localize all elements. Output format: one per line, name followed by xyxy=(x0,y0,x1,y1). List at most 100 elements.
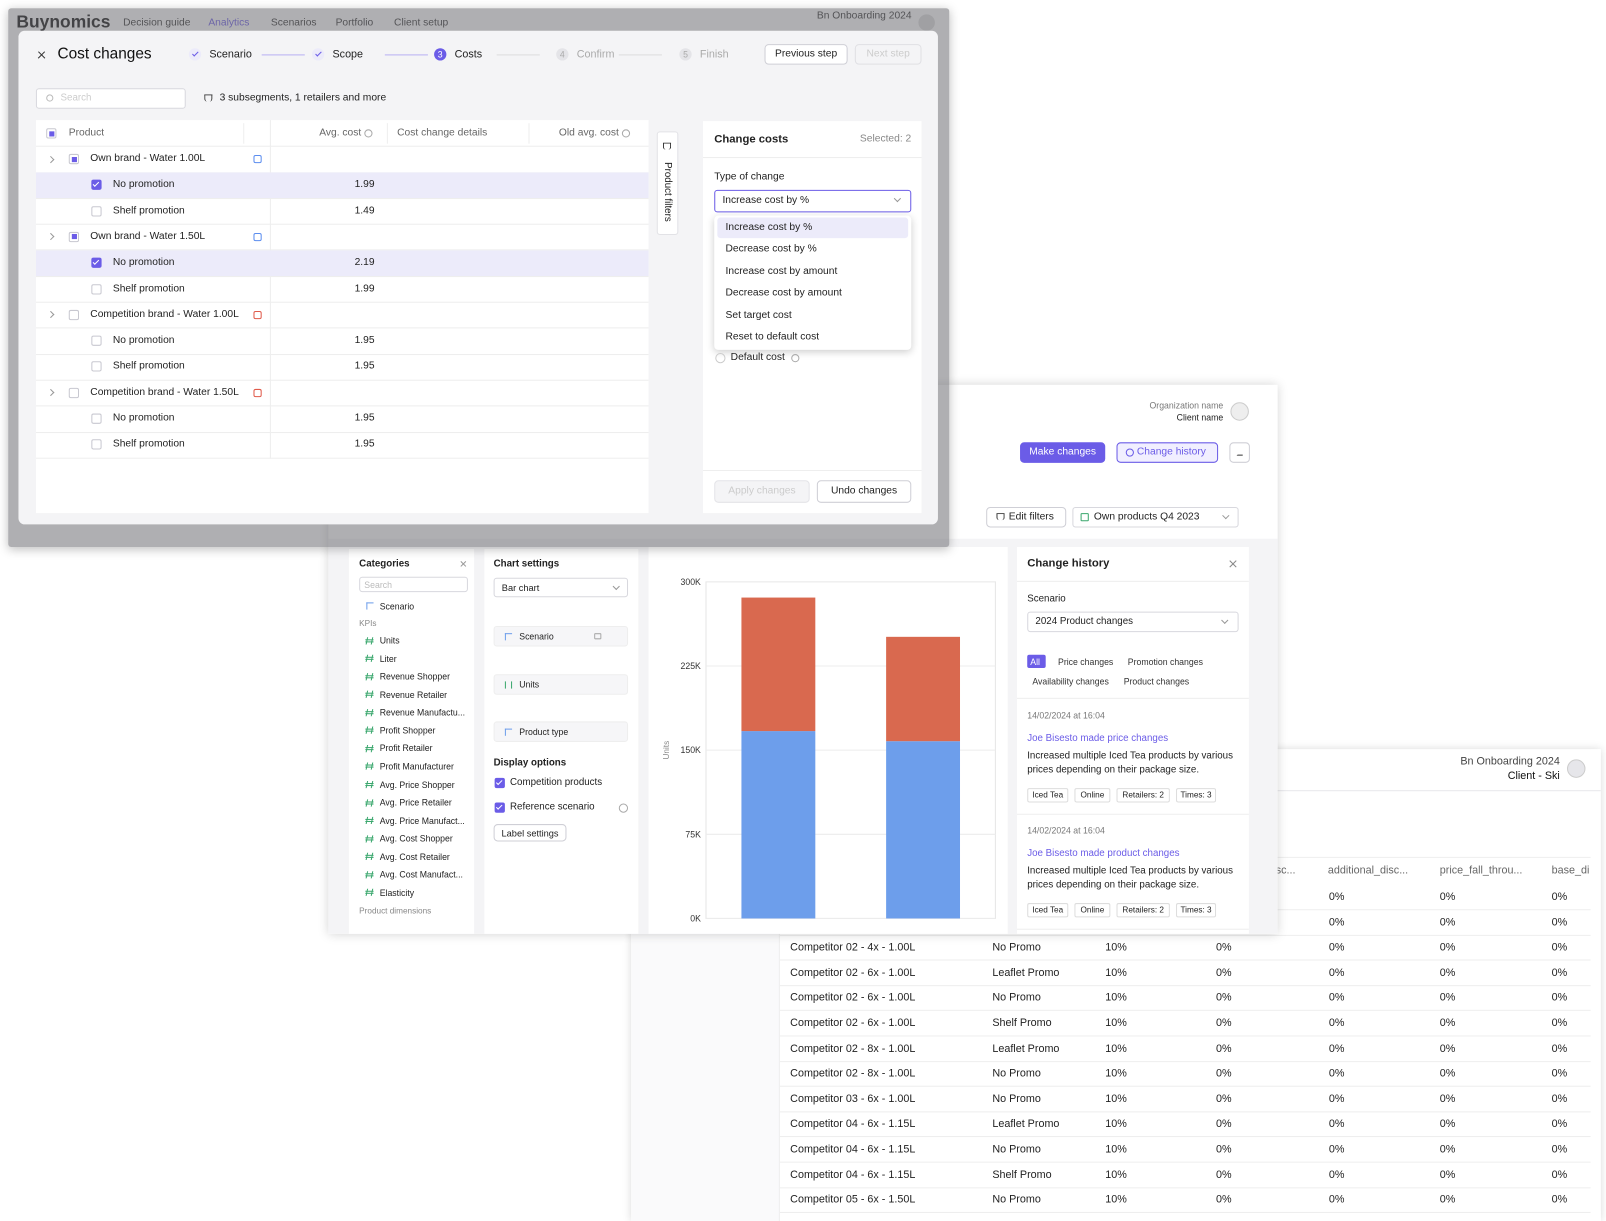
type-select[interactable] xyxy=(714,189,912,213)
kpi-item[interactable]: Avg. Cost Manufact... xyxy=(379,869,463,880)
dropdown-option[interactable]: Set target cost xyxy=(725,309,792,321)
dropdown-option[interactable]: Reset to default cost xyxy=(725,331,820,343)
step-connector xyxy=(384,53,428,55)
checkbox[interactable] xyxy=(91,335,102,346)
entry-headline[interactable]: Joe Bisesto made product changes xyxy=(1027,847,1180,859)
row-highlight xyxy=(35,172,649,198)
tag-label: Times: 3 xyxy=(1180,905,1212,915)
step-circle xyxy=(311,48,325,61)
kpi-item[interactable]: Revenue Shopper xyxy=(379,671,451,682)
step-connector xyxy=(496,53,540,55)
field-drop[interactable] xyxy=(493,721,629,742)
kpi-item[interactable]: Liter xyxy=(379,653,397,664)
row-divider xyxy=(35,353,649,355)
kpi-item[interactable]: Revenue Manufactu... xyxy=(379,707,466,718)
kpi-item[interactable]: Elasticity xyxy=(379,887,415,898)
field-drop-value: Units xyxy=(519,679,540,690)
tag xyxy=(1074,903,1111,918)
kpi-item[interactable]: Units xyxy=(379,635,400,646)
checkbox[interactable] xyxy=(91,413,102,424)
table-cell: 0% xyxy=(1551,1016,1568,1030)
label-settings-button[interactable] xyxy=(493,824,567,842)
search-input[interactable] xyxy=(35,88,186,109)
checkbox[interactable] xyxy=(91,179,102,191)
table-cell: 0% xyxy=(1551,1042,1568,1055)
filter-summary[interactable]: 3 subsegments, 1 retailers and more xyxy=(219,92,387,104)
product-set-select[interactable] xyxy=(1072,506,1239,528)
kpi-icon xyxy=(365,674,374,678)
table-cell: Shelf Promo xyxy=(992,1016,1052,1030)
table-cell: No Promo xyxy=(992,1067,1041,1080)
filter-pill[interactable]: Price changes xyxy=(1058,656,1114,668)
filter-pill[interactable]: All xyxy=(1030,656,1041,668)
checkbox[interactable] xyxy=(494,777,505,789)
dropdown-option[interactable]: Decrease cost by % xyxy=(725,243,817,255)
table-cell: Leaflet Promo xyxy=(992,966,1060,979)
row-divider xyxy=(779,1010,1591,1012)
checkbox[interactable] xyxy=(91,257,102,269)
kpi-item[interactable]: Profit Shopper xyxy=(379,725,436,736)
checkbox[interactable] xyxy=(91,205,102,217)
filter-pill[interactable]: Availability changes xyxy=(1032,676,1109,687)
kpi-icon xyxy=(504,681,513,689)
kpi-item[interactable]: Avg. Price Shopper xyxy=(379,779,455,790)
kpi-item[interactable]: Avg. Price Manufact... xyxy=(379,815,465,826)
tag xyxy=(1027,903,1069,918)
kpi-item[interactable]: Avg. Price Retailer xyxy=(379,797,452,808)
kpi-item[interactable]: Avg. Cost Retailer xyxy=(379,851,450,862)
entry-headline[interactable]: Joe Bisesto made price changes xyxy=(1027,732,1169,744)
filter-pill[interactable]: Promotion changes xyxy=(1127,656,1203,668)
field-drop[interactable] xyxy=(493,625,629,647)
filter-pill[interactable]: Product changes xyxy=(1123,676,1190,687)
next-step-button-label: Next step xyxy=(866,48,910,60)
step-number: 5 xyxy=(683,49,688,60)
categories-card xyxy=(348,549,475,934)
row-divider xyxy=(35,197,649,199)
checkbox[interactable] xyxy=(68,387,80,398)
avg-cost: 1.95 xyxy=(354,438,375,450)
edit-filters-button[interactable] xyxy=(986,506,1067,528)
scenario-select[interactable] xyxy=(1027,611,1239,633)
kpi-icon xyxy=(365,891,374,895)
product-set-select-value: Own products Q4 2023 xyxy=(1093,511,1200,523)
cost-changes-modal: Cost changes Scenario Scope 3 Costs 4 Confirm 5… xyxy=(18,30,938,525)
table-cell: 10% xyxy=(1105,941,1127,954)
checkbox[interactable] xyxy=(68,309,80,320)
chart-type-select[interactable] xyxy=(493,577,629,598)
table-cell: 0% xyxy=(1216,966,1232,979)
search-input[interactable] xyxy=(359,576,468,593)
make-changes-button[interactable] xyxy=(1020,442,1106,463)
table-cell: 10% xyxy=(1105,1168,1127,1181)
group-name: Own brand - Water 1.50L xyxy=(90,230,206,243)
column-divider xyxy=(528,123,530,144)
kpi-item[interactable]: Profit Retailer xyxy=(379,743,433,754)
dropdown-option[interactable]: Decrease cost by amount xyxy=(725,287,842,299)
kpi-icon xyxy=(365,873,374,877)
undo-button[interactable] xyxy=(816,480,912,503)
radio[interactable] xyxy=(715,353,726,364)
checkbox[interactable] xyxy=(494,802,505,813)
dropdown-option[interactable]: Increase cost by % xyxy=(725,221,813,233)
row-divider xyxy=(779,1136,1591,1138)
previous-step-button[interactable] xyxy=(764,44,848,65)
y-tick-label: 225K xyxy=(681,661,702,671)
checkbox[interactable] xyxy=(91,361,102,372)
column-divider xyxy=(269,120,271,459)
checkbox[interactable] xyxy=(91,283,102,295)
checkbox[interactable] xyxy=(91,439,102,450)
kpi-item[interactable]: Avg. Cost Shopper xyxy=(379,833,453,844)
kpi-item[interactable]: Revenue Retailer xyxy=(379,689,448,700)
download-button[interactable] xyxy=(1229,442,1250,463)
option-label: Competition products xyxy=(510,776,603,789)
table-cell: 10% xyxy=(1105,1092,1127,1106)
dropdown-option[interactable]: Increase cost by amount xyxy=(725,265,838,277)
kpi-item[interactable]: Profit Manufacturer xyxy=(379,761,454,772)
table-cell: Shelf Promo xyxy=(992,1168,1052,1181)
change-history-button[interactable] xyxy=(1116,442,1219,463)
field-drop[interactable] xyxy=(493,674,629,695)
next-step-button[interactable] xyxy=(854,44,922,65)
tag xyxy=(1176,788,1217,803)
apply-button[interactable] xyxy=(714,480,810,503)
side-tab[interactable] xyxy=(656,131,679,235)
